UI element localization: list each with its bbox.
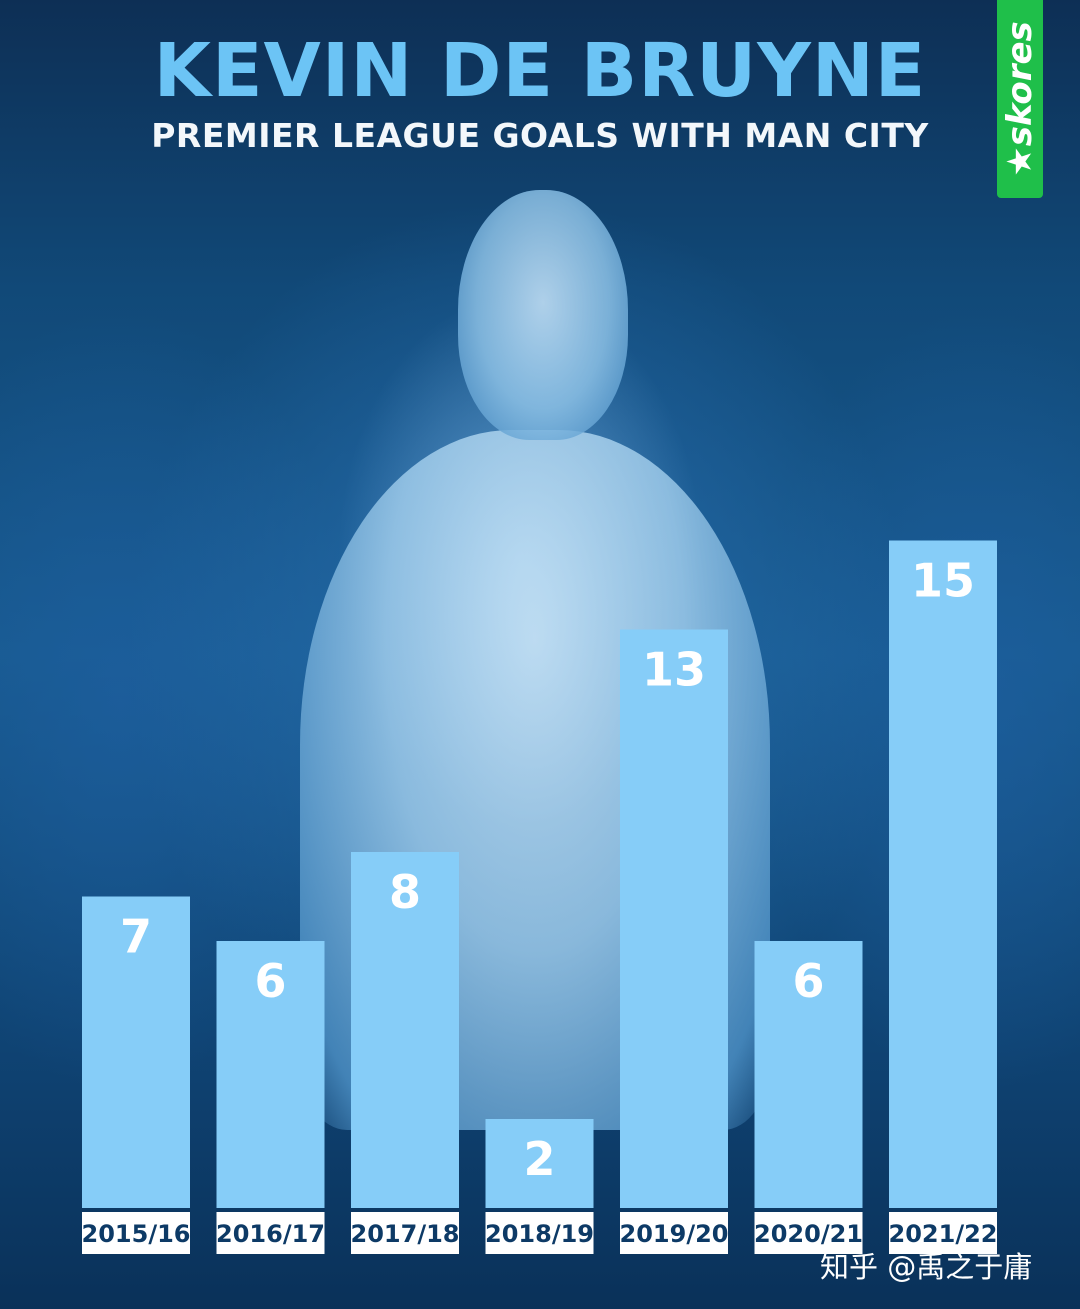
tick-label: 2020/21: [754, 1220, 863, 1248]
bar-value-label: 13: [642, 643, 706, 697]
bar-2016-17: [216, 941, 325, 1208]
bar-2021-22: [889, 540, 997, 1208]
tick-label-box: [889, 1212, 997, 1254]
tick-label: 2018/19: [485, 1220, 594, 1248]
tick-label-box: [485, 1212, 594, 1254]
tick-label-box: [351, 1212, 459, 1254]
bar-value-label: 8: [389, 865, 421, 919]
bar-2015-16: [82, 896, 190, 1208]
player-silhouette-head: [458, 190, 628, 440]
tick-label-box: [754, 1212, 863, 1254]
page-title: KEVIN DE BRUYNE: [153, 28, 927, 114]
tick-label-box: [82, 1212, 190, 1254]
bar-2019-20: [620, 629, 728, 1208]
tick-label-box: [620, 1212, 728, 1254]
bar-2020-21: [754, 941, 863, 1208]
tick-label: 2016/17: [216, 1220, 325, 1248]
watermark-text: 知乎 @禹之于庸: [820, 1250, 1033, 1284]
bar-2017-18: [351, 852, 459, 1208]
tick-label: 2017/18: [351, 1220, 460, 1248]
bar-2018-19: [485, 1119, 594, 1208]
tick-label-box: [216, 1212, 325, 1254]
tick-label: 2015/16: [82, 1220, 191, 1248]
bar-value-label: 7: [120, 910, 152, 964]
bar-value-label: 6: [254, 954, 286, 1008]
tick-label: 2019/20: [620, 1220, 729, 1248]
bar-value-label: 6: [792, 954, 824, 1008]
bar-value-label: 2: [523, 1132, 555, 1186]
chart-subtitle: PREMIER LEAGUE GOALS WITH MAN CITY: [151, 116, 929, 155]
tick-label: 2021/22: [889, 1220, 998, 1248]
bar-value-label: 15: [911, 554, 975, 608]
brand-logo-tab: [997, 0, 1043, 198]
